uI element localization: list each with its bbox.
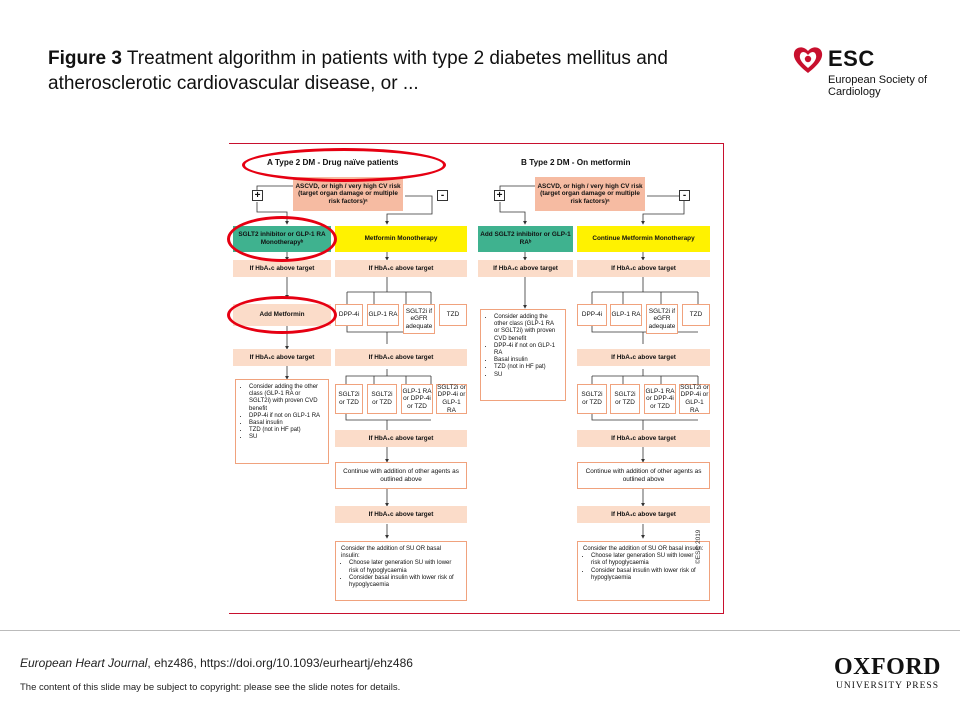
panel-b-option2-1: SGLT2i or TZD: [577, 384, 607, 414]
footer-divider: [0, 630, 960, 631]
panel-a-plus-sign: +: [252, 190, 263, 201]
list-item: TZD (not in HF pat): [249, 427, 323, 434]
panel-a-continue-box: Continue with addition of other agents a…: [335, 462, 467, 489]
final-intro: Consider the addition of SU OR basal ins…: [341, 546, 442, 560]
panel-a-option2-4: SGLT2i or DPP-4i or GLP-1 RA: [436, 383, 467, 414]
panel-b-add-sglt2-glp1: Add SGLT2 inhibitor or GLP-1 RAᵇ: [478, 226, 573, 252]
figure-number: Figure 3: [48, 48, 122, 69]
panel-a-option2-3: GLP-1 RA or DPP-4i or TZD: [401, 384, 433, 414]
oxford-subtitle: UNIVERSITY PRESS: [835, 681, 939, 691]
panel-a-option2-2: SGLT2i or TZD: [367, 384, 397, 414]
panel-b-header: B Type 2 DM - On metformin: [521, 158, 631, 167]
panel-a-right-hba1c-4: If HbA₁c above target: [335, 506, 467, 523]
list-item: Basal insulin: [494, 357, 560, 364]
panel-a-option1-sglt2i: SGLT2i if eGFR adequate: [403, 304, 435, 334]
panel-b-continue-box: Continue with addition of other agents a…: [577, 462, 710, 489]
panel-b-option2-4: SGLT2i or DPP-4i or GLP-1 RA: [679, 383, 710, 414]
panel-a-risk-box: ASCVD, or high / very high CV risk (targ…: [293, 177, 403, 211]
panel-b-option1-glp1ra: GLP-1 RA: [610, 304, 642, 326]
list-item: Basal insulin: [249, 420, 323, 427]
panel-b-right-hba1c-4: If HbA₁c above target: [577, 506, 710, 523]
panel-a-right-hba1c-2: If HbA₁c above target: [335, 349, 467, 366]
list-item: Consider adding the other class (GLP-1 R…: [494, 314, 560, 343]
highlight-oval-add-metformin: [227, 296, 337, 334]
journal-name: European Heart Journal: [20, 656, 148, 670]
list-item: Choose later generation SU with lower ri…: [591, 553, 704, 567]
list-item: TZD (not in HF pat): [494, 364, 560, 371]
panel-b-right-hba1c-3: If HbA₁c above target: [577, 430, 710, 447]
esc-logo: ESC European Society of Cardiology: [792, 44, 932, 104]
oxford-wordmark: OXFORD: [834, 654, 941, 680]
panel-b-risk-box: ASCVD, or high / very high CV risk (targ…: [535, 177, 645, 211]
esc-subtitle: European Society of Cardiology: [828, 74, 928, 98]
panel-a-option1-tzd: TZD: [439, 304, 467, 326]
panel-b-final-box: Consider the addition of SU OR basal ins…: [577, 541, 710, 601]
list-item: Consider basal insulin with lower risk o…: [349, 575, 461, 589]
list-item: Choose later generation SU with lower ri…: [349, 560, 461, 574]
copyright-notice: The content of this slide may be subject…: [20, 682, 401, 693]
slide-title: Figure 3 Treatment algorithm in patients…: [48, 46, 668, 96]
panel-b-option1-tzd: TZD: [682, 304, 710, 326]
panel-a-right-hba1c-1: If HbA₁c above target: [335, 260, 467, 277]
connector-lines: [256, 185, 699, 539]
panel-b-right-hba1c-1: If HbA₁c above target: [577, 260, 710, 277]
list-item: DPP-4i if not on GLP-1 RA: [494, 343, 560, 357]
panel-a-final-box: Consider the addition of SU OR basal ins…: [335, 541, 467, 601]
treatment-algorithm-figure: A Type 2 DM - Drug naïve patients ASCVD,…: [227, 143, 724, 614]
citation-doi: , ehz486, https://doi.org/10.1093/eurhea…: [147, 656, 413, 670]
panel-b-continue-metformin: Continue Metformin Monotherapy: [577, 226, 710, 252]
panel-a-left-hba1c-2: If HbA₁c above target: [233, 349, 331, 366]
citation: European Heart Journal, ehz486, https://…: [20, 656, 413, 670]
panel-a-right-hba1c-3: If HbA₁c above target: [335, 430, 467, 447]
panel-a-minus-sign: -: [437, 190, 448, 201]
panel-a-left-hba1c-1: If HbA₁c above target: [233, 260, 331, 277]
highlight-oval-panel-a-header: [242, 148, 446, 182]
panel-b-option2-3: GLP-1 RA or DPP-4i or TZD: [644, 384, 676, 414]
highlight-oval-sglt2-glp1: [227, 216, 337, 262]
panel-b-plus-sign: +: [494, 190, 505, 201]
panel-b-right-hba1c-2: If HbA₁c above target: [577, 349, 710, 366]
panel-a-option1-dpp4i: DPP-4i: [335, 304, 363, 326]
panel-b-minus-sign: -: [679, 190, 690, 201]
list-item: Consider basal insulin with lower risk o…: [591, 568, 704, 582]
panel-b-option1-sglt2i: SGLT2i if eGFR adequate: [646, 304, 678, 334]
list-item: DPP-4i if not on GLP-1 RA: [249, 413, 323, 420]
heart-icon: [793, 47, 823, 73]
esc-name: ESC: [828, 46, 875, 71]
panel-a-option2-1: SGLT2i or TZD: [335, 384, 363, 414]
panel-a-metformin-monotherapy: Metformin Monotherapy: [335, 226, 467, 252]
figure-caption: Treatment algorithm in patients with typ…: [48, 48, 668, 94]
oxford-logo: OXFORD UNIVERSITY PRESS: [830, 655, 945, 691]
panel-a-option1-glp1ra: GLP-1 RA: [367, 304, 399, 326]
panel-b-option1-dpp4i: DPP-4i: [577, 304, 607, 326]
panel-b-left-hba1c-1: If HbA₁c above target: [478, 260, 573, 277]
list-item: Consider adding the other class (GLP-1 R…: [249, 384, 323, 413]
panel-b-left-options-list: Consider adding the other class (GLP-1 R…: [480, 309, 566, 401]
panel-a-left-options-list: Consider adding the other class (GLP-1 R…: [235, 379, 329, 464]
panel-b-option2-2: SGLT2i or TZD: [610, 384, 640, 414]
final-intro: Consider the addition of SU OR basal ins…: [583, 546, 704, 552]
list-item: SU: [494, 372, 560, 379]
list-item: SU: [249, 434, 323, 441]
copyright-label: ©ESC 2019: [695, 529, 702, 564]
